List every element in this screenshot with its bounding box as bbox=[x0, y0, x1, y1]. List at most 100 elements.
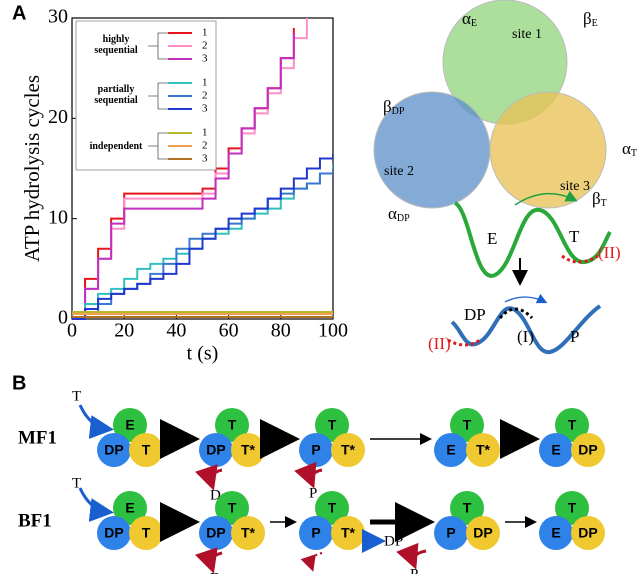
site-state: T* bbox=[241, 525, 256, 541]
legend-label: 2 bbox=[202, 140, 208, 152]
subunit-symbol: α bbox=[622, 139, 631, 158]
note: P bbox=[309, 485, 317, 501]
legend-label: 3 bbox=[202, 53, 208, 65]
subunit-sub: DP bbox=[392, 106, 405, 117]
subunit-symbol: β bbox=[583, 9, 592, 28]
site-state: DP bbox=[104, 525, 123, 541]
y-axis-label: ATP hydrolysis cycles bbox=[20, 75, 44, 262]
panel-label: B bbox=[12, 372, 26, 394]
row-label: MF1 bbox=[18, 427, 57, 448]
x-tick-label: 100 bbox=[318, 320, 348, 342]
x-tick-label: 0 bbox=[67, 320, 77, 342]
x-tick-label: 40 bbox=[166, 320, 186, 342]
subunit-sub: E bbox=[592, 18, 598, 29]
legend-group-label: partially sequential bbox=[82, 84, 150, 106]
release-arrow bbox=[211, 553, 222, 568]
site-state: E bbox=[551, 525, 560, 541]
site-state: T* bbox=[241, 442, 256, 458]
site-state: DP bbox=[104, 442, 123, 458]
subunit-label: βDP bbox=[383, 97, 405, 117]
legend-label: 1 bbox=[202, 77, 208, 89]
legend-label: 3 bbox=[202, 103, 208, 115]
site-state: DP bbox=[206, 525, 225, 541]
binding-arrow bbox=[80, 488, 108, 512]
note: D bbox=[210, 570, 221, 574]
figure: AB0102030020406080100t (s)ATP hydrolysis… bbox=[0, 0, 643, 574]
y-tick-label: 30 bbox=[48, 6, 68, 28]
site-state: T bbox=[228, 500, 237, 516]
subunit-label: αT bbox=[622, 139, 637, 159]
y-tick-label: 20 bbox=[48, 106, 68, 128]
subunit-sub: DP bbox=[397, 213, 410, 224]
subunit-label: βT bbox=[592, 189, 607, 209]
site-state: E bbox=[551, 442, 560, 458]
note: DP bbox=[384, 533, 403, 549]
transition-arrow bbox=[505, 297, 545, 302]
release-arrow bbox=[311, 470, 322, 483]
subunit-label: βE bbox=[583, 9, 598, 29]
subunit-label: αDP bbox=[388, 204, 410, 224]
legend-group: highly sequential bbox=[82, 34, 150, 60]
subunit-sub: T bbox=[631, 148, 637, 159]
site-state: T bbox=[142, 442, 151, 458]
subunit-symbol: α bbox=[462, 9, 471, 28]
legend-group: independent bbox=[82, 134, 150, 160]
site-state: DP bbox=[206, 442, 225, 458]
legend-label: 1 bbox=[202, 127, 208, 139]
site-state: E bbox=[125, 500, 134, 516]
site-state: P bbox=[446, 525, 455, 541]
y-tick-label: 10 bbox=[48, 206, 68, 228]
legend-label: 3 bbox=[202, 153, 208, 165]
x-tick-label: 80 bbox=[271, 320, 291, 342]
site-state: T* bbox=[341, 442, 356, 458]
subunit-symbol: α bbox=[388, 204, 397, 223]
site-state: T* bbox=[476, 442, 491, 458]
site-state: DP bbox=[473, 525, 492, 541]
subunit-symbol: β bbox=[592, 189, 601, 208]
legend-label: 2 bbox=[202, 40, 208, 52]
energy-label: (II) bbox=[428, 334, 451, 353]
subunit-sub: T bbox=[601, 198, 607, 209]
site-state: T* bbox=[341, 525, 356, 541]
legend-label: 2 bbox=[202, 90, 208, 102]
site-state: T bbox=[463, 417, 472, 433]
site-state: T bbox=[142, 525, 151, 541]
binding-arrow bbox=[80, 405, 108, 429]
release-arrow bbox=[311, 553, 322, 568]
energy-label: (I) bbox=[517, 327, 534, 346]
x-tick-label: 60 bbox=[219, 320, 239, 342]
x-axis-label: t (s) bbox=[187, 343, 219, 365]
site-state: P bbox=[311, 442, 320, 458]
row-label: BF1 bbox=[18, 510, 52, 531]
legend-group: partially sequential bbox=[82, 84, 150, 110]
release-arrow bbox=[413, 551, 426, 564]
energy-label: (II) bbox=[598, 243, 621, 262]
site-state: DP bbox=[578, 525, 597, 541]
site-label: site 2 bbox=[384, 164, 414, 179]
site-state: T bbox=[463, 500, 472, 516]
note: P bbox=[410, 566, 418, 574]
site-state: T bbox=[328, 417, 337, 433]
site-state: T bbox=[568, 417, 577, 433]
energy-label: E bbox=[487, 229, 497, 248]
legend-group-label: independent bbox=[82, 134, 150, 152]
site-label: site 1 bbox=[512, 27, 542, 42]
site-label: site 3 bbox=[560, 179, 590, 194]
legend-group-label: highly sequential bbox=[82, 34, 150, 56]
site-state: E bbox=[125, 417, 134, 433]
release-arrow bbox=[211, 470, 222, 485]
legend-label: 1 bbox=[202, 27, 208, 39]
site-state: E bbox=[446, 442, 455, 458]
site-state: P bbox=[311, 525, 320, 541]
subunit-sub: E bbox=[471, 18, 477, 29]
panel-label: A bbox=[12, 2, 26, 24]
energy-label: P bbox=[570, 327, 579, 346]
energy-label: T bbox=[569, 227, 580, 246]
note: T bbox=[72, 388, 81, 404]
subunit-symbol: β bbox=[383, 97, 392, 116]
x-tick-label: 20 bbox=[114, 320, 134, 342]
site-state: T bbox=[328, 500, 337, 516]
energy-label: DP bbox=[464, 305, 486, 324]
